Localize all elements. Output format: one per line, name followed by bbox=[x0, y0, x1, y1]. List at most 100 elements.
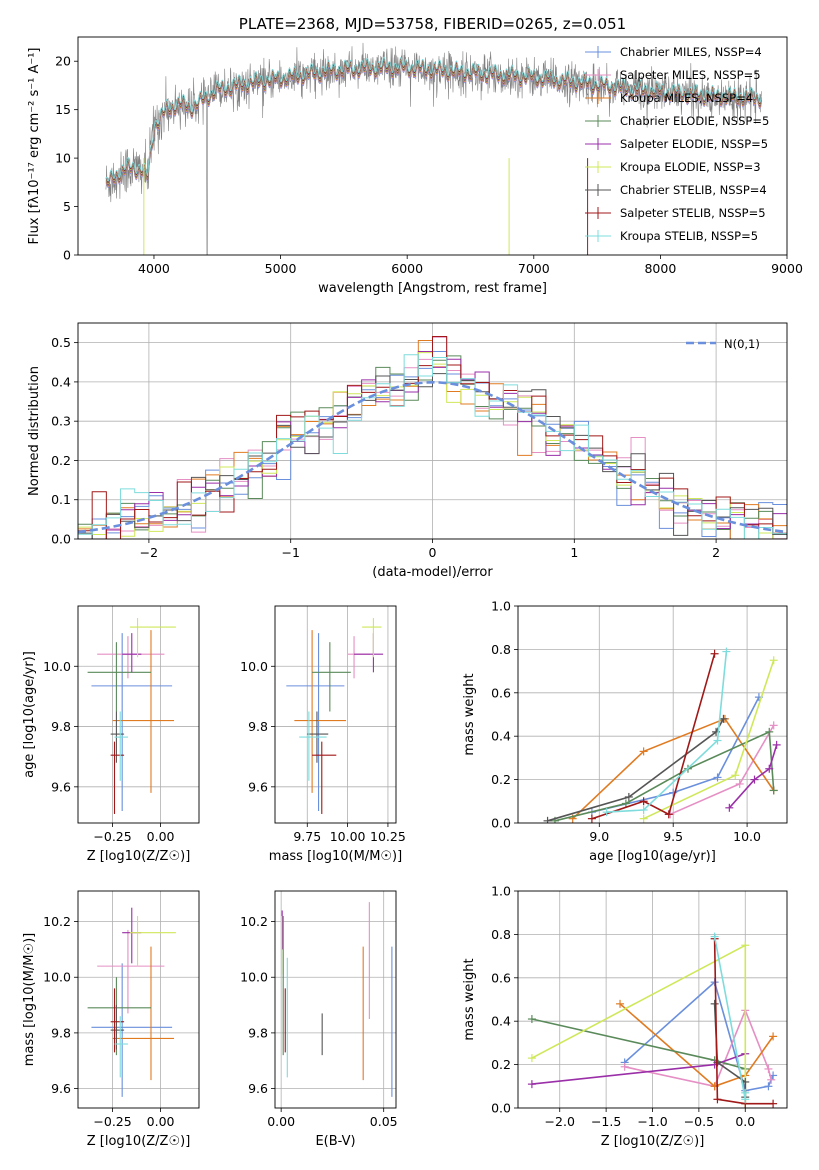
plot-area bbox=[275, 606, 396, 823]
axes-frame bbox=[274, 890, 397, 1109]
weight-marker bbox=[621, 799, 630, 808]
weight-marker bbox=[719, 714, 728, 723]
panel-spectrum: 4000 5000 6000 7000 8000 9000 0 5 10 15 20 waveleng… bbox=[27, 36, 803, 296]
panel-weight_vs_Z: −2.0 −1.5 −1.0 −0.5 0.0 0.0 0.2 0.4 0.6 0.8 1.0 Z [… bbox=[462, 884, 788, 1149]
x-tick-label: 8000 bbox=[644, 261, 676, 276]
data-point bbox=[362, 618, 382, 658]
data-point bbox=[312, 741, 337, 814]
x-tick-label: 9.5 bbox=[663, 829, 683, 844]
weight-marker bbox=[769, 786, 778, 795]
y-tick-label: 9.6 bbox=[51, 779, 71, 794]
data-point bbox=[112, 946, 175, 1081]
weight-marker bbox=[639, 814, 648, 823]
y-tick-label: 9.8 bbox=[248, 719, 268, 734]
x-axis-label: E(B-V) bbox=[315, 1134, 355, 1149]
weight-marker bbox=[710, 932, 719, 941]
axes-frame bbox=[77, 605, 200, 824]
x-tick-label: 10.0 bbox=[733, 829, 761, 844]
y-tick-label: 0.8 bbox=[491, 927, 511, 942]
x-tick-label: −0.5 bbox=[684, 1114, 714, 1129]
x-tick-label: −1 bbox=[281, 545, 299, 560]
legend-label: Salpeter STELIB, NSSP=5 bbox=[620, 206, 766, 220]
legend-entry: Kroupa MILES, NSSP=4 bbox=[585, 91, 753, 105]
panel-mass_vs_Z: −0.25 0.00 9.6 9.8 10.0 10.2 Z [log10(Z/Z☉)] ma… bbox=[22, 890, 200, 1149]
weight-marker bbox=[616, 999, 625, 1008]
y-tick-label: 0.4 bbox=[491, 729, 511, 744]
histogram-step bbox=[78, 354, 787, 539]
x-tick-label: 4000 bbox=[138, 261, 170, 276]
y-axis-label: mass [log10(M/M☉)] bbox=[22, 933, 37, 1066]
y-tick-label: 0.0 bbox=[51, 532, 71, 547]
data-point bbox=[312, 642, 351, 712]
weight-marker bbox=[587, 814, 596, 823]
legend-entry: Kroupa STELIB, NSSP=5 bbox=[585, 229, 758, 243]
plot-area bbox=[78, 891, 199, 1108]
weight-line bbox=[606, 651, 728, 813]
weight-marker bbox=[710, 649, 719, 658]
weight-line bbox=[531, 1018, 747, 1104]
x-tick-label: −1.5 bbox=[591, 1114, 621, 1129]
weight-marker bbox=[741, 1088, 750, 1097]
x-tick-label: −2 bbox=[140, 545, 158, 560]
weight-marker bbox=[731, 771, 740, 780]
y-tick-label: 9.6 bbox=[248, 1081, 268, 1096]
weight-marker bbox=[767, 1075, 776, 1084]
weight-marker bbox=[527, 1015, 536, 1024]
x-tick-label: 9.75 bbox=[293, 829, 321, 844]
weight-marker bbox=[741, 941, 750, 950]
axes-frame bbox=[274, 605, 397, 824]
y-tick-label: 10.0 bbox=[43, 659, 71, 674]
x-tick-label: 5000 bbox=[265, 261, 297, 276]
x-tick-label: 9.0 bbox=[589, 829, 609, 844]
data-point bbox=[87, 977, 151, 1056]
axes-frame bbox=[77, 36, 788, 256]
legend-label: Kroupa STELIB, NSSP=5 bbox=[620, 229, 758, 243]
data-point bbox=[347, 636, 371, 679]
legend-entry: Chabrier MILES, NSSP=4 bbox=[585, 45, 762, 59]
weight-marker bbox=[713, 1095, 722, 1104]
x-tick-label: 0 bbox=[429, 545, 437, 560]
y-tick-label: 9.8 bbox=[248, 1025, 268, 1040]
y-tick-label: 0.2 bbox=[51, 453, 71, 468]
weight-marker bbox=[769, 1099, 778, 1108]
x-axis-label: Z [log10(Z/Z☉)] bbox=[87, 849, 191, 864]
weight-marker bbox=[664, 810, 673, 819]
x-tick-label: −0.25 bbox=[93, 1114, 131, 1129]
weight-line bbox=[547, 718, 725, 822]
x-tick-label: 0.00 bbox=[267, 1114, 295, 1129]
y-tick-label: 1.0 bbox=[491, 599, 511, 614]
weight-line bbox=[728, 744, 778, 809]
data-point bbox=[112, 630, 175, 793]
plot-area bbox=[78, 606, 199, 823]
weight-marker bbox=[764, 1082, 773, 1091]
weight-line bbox=[531, 1053, 746, 1085]
weight-marker bbox=[639, 805, 648, 814]
y-tick-label: 10.2 bbox=[43, 914, 71, 929]
x-tick-label: −1.0 bbox=[637, 1114, 667, 1129]
data-point bbox=[110, 988, 125, 1053]
y-tick-label: 0.0 bbox=[491, 1101, 511, 1116]
x-tick-label: 0.05 bbox=[370, 1114, 398, 1129]
axes-frame bbox=[77, 890, 200, 1109]
x-axis-label: Z [log10(Z/Z☉)] bbox=[87, 1134, 191, 1149]
chart-title: PLATE=2368, MJD=53758, FIBERID=0265, z=0… bbox=[239, 15, 626, 33]
weight-marker bbox=[624, 792, 633, 801]
weight-marker bbox=[769, 721, 778, 730]
plot-area bbox=[518, 606, 787, 823]
legend-label: N(0,1) bbox=[724, 337, 760, 351]
y-tick-label: 0.4 bbox=[491, 1014, 511, 1029]
panel-mass_vs_ebv: 0.00 0.05 9.6 9.8 10.0 10.2 E(B-V) bbox=[240, 890, 398, 1149]
axes-frame bbox=[517, 890, 788, 1109]
x-tick-label: 1 bbox=[570, 545, 578, 560]
y-tick-label: 0.1 bbox=[51, 492, 71, 507]
y-axis-label: mass weight bbox=[462, 673, 477, 755]
weight-marker bbox=[772, 740, 781, 749]
x-tick-label: 7000 bbox=[518, 261, 550, 276]
weight-line bbox=[713, 938, 774, 1105]
x-tick-label: 10.25 bbox=[370, 829, 406, 844]
weight-marker bbox=[725, 803, 734, 812]
weight-marker bbox=[527, 1054, 536, 1063]
legend-entry: Salpeter MILES, NSSP=5 bbox=[585, 68, 761, 82]
x-axis-label: (data-model)/error bbox=[372, 565, 493, 580]
